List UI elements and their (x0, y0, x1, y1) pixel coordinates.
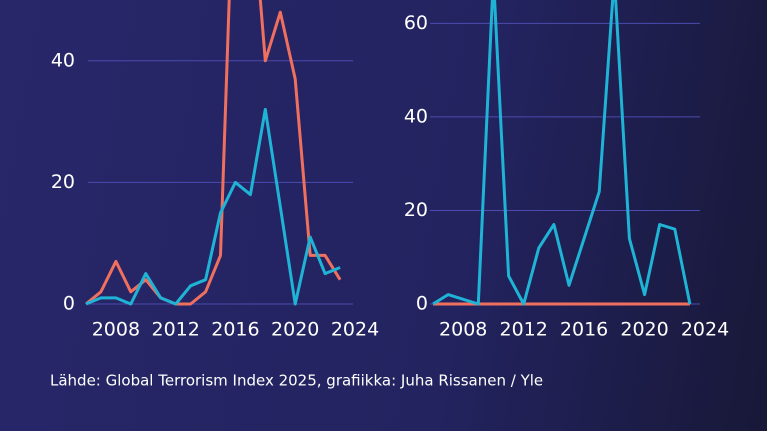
data-line (85, 107, 341, 306)
y-tick-label: 20 (404, 199, 428, 221)
y-tick-label: 20 (51, 171, 75, 193)
plot-area (85, 0, 342, 306)
data-line (432, 0, 692, 306)
x-tick-label: 2012 (499, 319, 547, 341)
x-tick-label: 2016 (211, 319, 259, 341)
x-tick-label: 2024 (681, 319, 729, 341)
x-tick-label: 2020 (271, 319, 319, 341)
source: Lähde: Global Terrorism Index 2025, graf… (50, 372, 543, 390)
x-tick-label: 2016 (560, 319, 608, 341)
x-tick-label: 2012 (151, 319, 199, 341)
y-tick-label: 40 (404, 105, 428, 127)
data-line (85, 0, 342, 306)
y-tick-label: 40 (51, 49, 75, 71)
x-tick-label: 2008 (92, 319, 140, 341)
y-tick-label: 0 (416, 293, 428, 315)
y-tick-label: 60 (404, 12, 428, 34)
x-tick-label: 2020 (620, 319, 668, 341)
y-tick-label: 0 (63, 293, 75, 315)
x-tick-label: 2008 (439, 319, 487, 341)
x-tick-label: 2024 (331, 319, 379, 341)
plot-area (432, 0, 692, 306)
